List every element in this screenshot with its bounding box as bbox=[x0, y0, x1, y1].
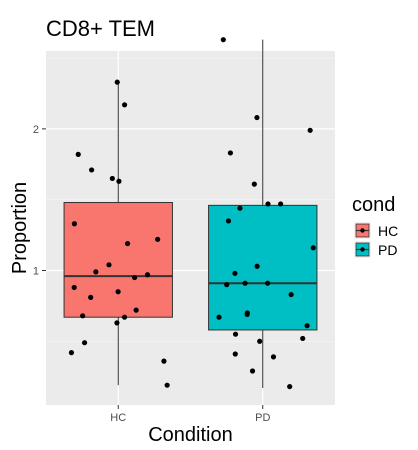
data-point bbox=[71, 284, 77, 291]
y-axis-label: Proportion bbox=[9, 182, 31, 274]
data-point bbox=[310, 245, 316, 251]
data-point bbox=[237, 205, 243, 211]
legend-key-point bbox=[360, 228, 365, 233]
x-axis: HC PD bbox=[110, 405, 270, 424]
data-point bbox=[88, 294, 94, 300]
data-point bbox=[121, 314, 128, 320]
data-point bbox=[164, 382, 170, 388]
data-point bbox=[124, 240, 131, 247]
data-point bbox=[307, 127, 313, 133]
y-tick-label: 2 bbox=[33, 124, 39, 136]
data-point bbox=[227, 150, 234, 156]
data-point bbox=[265, 201, 271, 207]
data-point bbox=[80, 313, 86, 319]
box-pd bbox=[208, 204, 318, 331]
legend-label-hc: HC bbox=[378, 223, 398, 239]
boxes-layer bbox=[63, 39, 318, 389]
data-point bbox=[144, 272, 151, 278]
data-point bbox=[278, 201, 284, 207]
data-point bbox=[288, 291, 294, 298]
data-point bbox=[133, 307, 139, 313]
legend: cond HC PD bbox=[352, 194, 398, 258]
data-point bbox=[265, 280, 271, 286]
data-point bbox=[81, 340, 88, 346]
data-point bbox=[300, 335, 306, 342]
data-point bbox=[114, 79, 120, 85]
data-point bbox=[242, 280, 248, 286]
y-axis: 12 bbox=[33, 124, 46, 277]
x-tick-label: HC bbox=[110, 412, 126, 424]
points-layer bbox=[68, 37, 316, 390]
data-point bbox=[75, 151, 81, 157]
data-point bbox=[68, 350, 75, 356]
data-point bbox=[216, 314, 222, 320]
data-point bbox=[257, 338, 263, 344]
data-point bbox=[251, 181, 257, 187]
y-tick-label: 1 bbox=[33, 265, 39, 277]
data-point bbox=[244, 311, 250, 317]
data-point bbox=[232, 351, 238, 357]
data-point bbox=[225, 218, 232, 224]
x-tick-label: PD bbox=[255, 412, 270, 424]
data-point bbox=[155, 236, 161, 242]
data-point bbox=[106, 262, 112, 268]
data-point bbox=[220, 37, 226, 43]
legend-label-pd: PD bbox=[378, 242, 397, 258]
data-point bbox=[115, 289, 121, 295]
x-axis-label: Condition bbox=[148, 424, 233, 446]
data-point bbox=[232, 270, 238, 276]
chart-title: CD8+ TEM bbox=[46, 16, 155, 41]
data-point bbox=[304, 323, 310, 329]
data-point bbox=[254, 263, 260, 269]
data-point bbox=[89, 167, 95, 173]
data-point bbox=[114, 320, 120, 326]
legend-key-point bbox=[360, 247, 365, 252]
data-point bbox=[270, 354, 277, 360]
data-point bbox=[93, 269, 99, 275]
data-point bbox=[71, 221, 78, 227]
data-point bbox=[254, 114, 260, 121]
data-point bbox=[224, 282, 230, 288]
box-hc bbox=[63, 202, 173, 318]
data-point bbox=[287, 383, 293, 390]
data-point bbox=[116, 178, 122, 184]
data-point bbox=[132, 274, 138, 281]
data-point bbox=[249, 368, 256, 374]
data-point bbox=[161, 358, 167, 364]
data-point bbox=[121, 102, 128, 108]
data-point bbox=[109, 175, 115, 182]
legend-title: cond bbox=[352, 194, 395, 216]
data-point bbox=[232, 331, 239, 337]
